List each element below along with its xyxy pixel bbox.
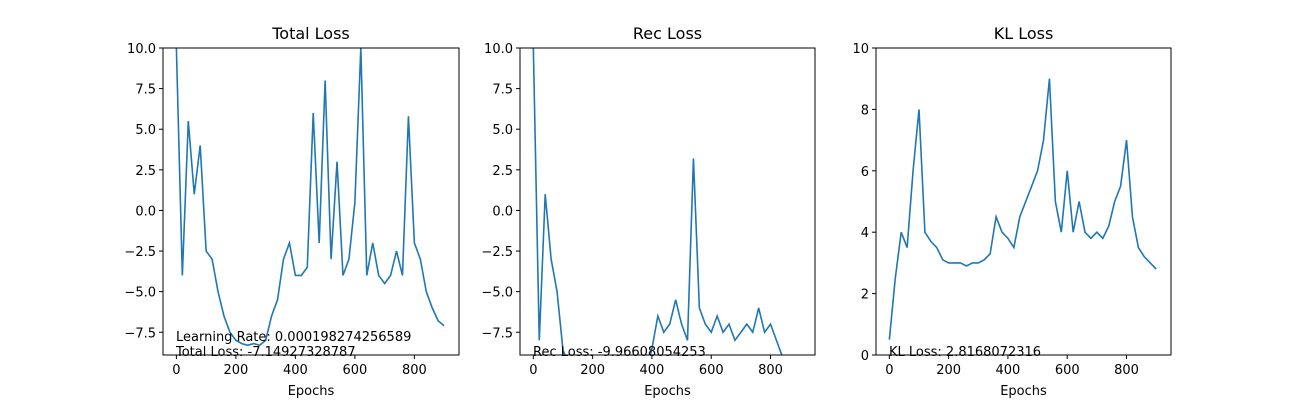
x-tick-label: 200 [580, 363, 605, 378]
axes-frame [519, 47, 816, 356]
subplot: KL Loss 0 2 4 6 8 10 0 200 400 600 800 Epochs KL Loss… [852, 24, 1172, 399]
x-tick-label: 0 [529, 363, 537, 378]
y-tick-label: 10.0 [127, 42, 156, 57]
y-tick-label: −5.0 [481, 286, 513, 301]
x-tick-label: 0 [172, 363, 180, 378]
annotation: Rec Loss: -9.96608054253 [533, 345, 706, 360]
subplot: Total Loss −7.5 −5.0 −2.5 0.0 2.5 5.0 7.5 10.0 0 2… [124, 24, 460, 399]
y-tick-label: 2.5 [135, 164, 156, 179]
y-tick-label: −7.5 [481, 326, 513, 341]
y-tick-label: 0.0 [492, 204, 513, 219]
chart-title: KL Loss [994, 24, 1054, 43]
x-tick-label: 400 [283, 363, 308, 378]
y-tick-label: −7.5 [124, 326, 156, 341]
x-tick-label: 600 [699, 363, 724, 378]
x-tick-label: 400 [996, 363, 1021, 378]
y-tick-label: 5.0 [135, 123, 156, 138]
line [175, 48, 445, 347]
line [888, 78, 1157, 340]
x-tick-label: 0 [885, 363, 893, 378]
axes-frame [162, 47, 460, 356]
x-tick-label: 200 [936, 363, 961, 378]
annotation: Learning Rate: 0.000198274256589 [176, 330, 411, 345]
y-tick-label: 4 [861, 226, 869, 241]
x-tick-label: 200 [223, 363, 248, 378]
y-tick-label: −5.0 [124, 286, 156, 301]
x-tick-label: 800 [1114, 363, 1139, 378]
y-tick-label: 5.0 [492, 123, 513, 138]
y-tick-label: 6 [861, 165, 869, 180]
y-tick-label: 0 [861, 349, 869, 364]
x-tick-label: 800 [758, 363, 783, 378]
y-tick-label: 10.0 [484, 42, 513, 57]
y-tick-label: −2.5 [124, 245, 156, 260]
y-tick-label: 0.0 [135, 204, 156, 219]
x-axis-label: Epochs [1000, 384, 1047, 399]
y-tick-label: −2.5 [481, 245, 513, 260]
axes-frame [875, 47, 1172, 356]
annotation: Total Loss: -7.14927328787 [175, 345, 356, 360]
subplot: Rec Loss −7.5 −5.0 −2.5 0.0 2.5 5.0 7.5 10.0 0 200… [481, 24, 816, 399]
x-axis-label: Epochs [644, 384, 691, 399]
line [532, 48, 783, 355]
chart-title: Rec Loss [633, 24, 702, 43]
y-tick-label: 2 [861, 288, 869, 303]
y-tick-label: 2.5 [492, 164, 513, 179]
y-tick-label: 8 [861, 103, 869, 118]
y-tick-label: 7.5 [135, 83, 156, 98]
x-tick-label: 600 [1055, 363, 1080, 378]
x-tick-label: 400 [640, 363, 665, 378]
x-axis-label: Epochs [288, 384, 335, 399]
annotation: KL Loss: 2.8168072316 [889, 345, 1041, 360]
x-tick-label: 800 [402, 363, 427, 378]
y-tick-label: 10 [852, 42, 869, 57]
chart-title: Total Loss [271, 24, 350, 43]
x-tick-label: 600 [342, 363, 367, 378]
y-tick-label: 7.5 [492, 83, 513, 98]
